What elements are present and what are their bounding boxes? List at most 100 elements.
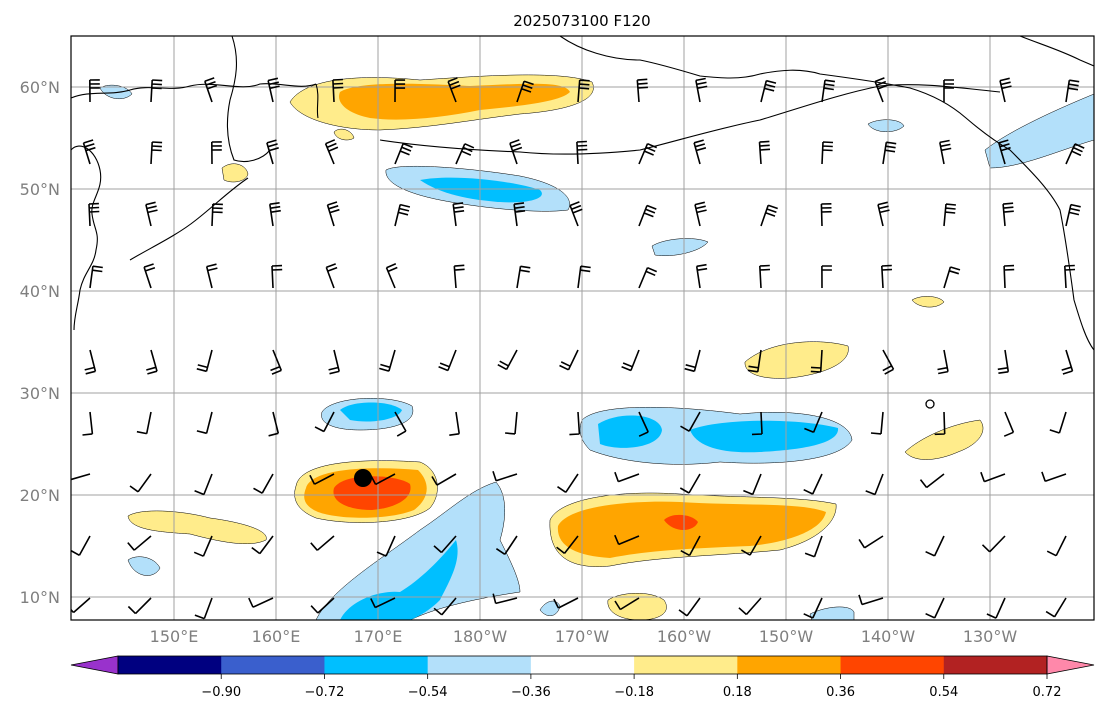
small-circle-marker — [925, 399, 935, 409]
wind-barb — [569, 411, 581, 436]
colorbar-tick-label: 0.54 — [929, 685, 958, 700]
colorbar-tick-label: −0.54 — [408, 685, 448, 700]
lon-label: 160°W — [657, 627, 712, 646]
wind-barb — [743, 473, 762, 496]
wind-barb — [1065, 203, 1081, 227]
negative-anomaly-south-core — [340, 540, 458, 620]
wind-barb — [88, 202, 100, 227]
wind-barb — [810, 349, 823, 373]
wind-barb — [858, 535, 884, 549]
wind-barb — [986, 597, 1006, 619]
wind-barb — [516, 265, 531, 289]
wind-barb — [804, 535, 823, 558]
wind-barb — [394, 411, 407, 437]
wind-barb — [193, 535, 213, 557]
colorbar-segment — [324, 656, 429, 674]
negative-anomaly-28n-west-core — [340, 402, 402, 422]
wind-barb — [127, 535, 152, 551]
wind-barb — [143, 263, 156, 289]
wind-barb — [1046, 535, 1067, 557]
negative-anomaly-bottom-right — [809, 606, 855, 620]
wind-barb — [269, 202, 281, 227]
wind-barb — [194, 597, 213, 620]
wind-barb — [150, 79, 163, 103]
negative-anomaly-25n-east-core — [598, 415, 839, 453]
wind-barb — [559, 349, 579, 371]
anomaly-fills — [99, 74, 1094, 620]
wind-barb — [1064, 264, 1076, 289]
lon-label: 180°W — [453, 627, 508, 646]
wind-barb — [747, 349, 762, 373]
wind-barb — [150, 141, 163, 165]
wind-barb — [1065, 143, 1085, 165]
wind-barb — [553, 597, 579, 609]
wind-barb — [71, 535, 91, 557]
wind-barb — [394, 79, 406, 103]
lon-label: 150°W — [759, 627, 814, 646]
wind-barb — [211, 141, 222, 165]
negative-anomaly-sw — [127, 556, 161, 576]
positive-anomaly-gulf-core — [339, 83, 570, 120]
wind-barb — [497, 349, 518, 371]
wind-barb — [433, 535, 457, 554]
colorbar-segment — [840, 656, 945, 674]
wind-barb — [556, 535, 579, 555]
wind-barb — [934, 411, 946, 436]
wind-barb — [455, 143, 475, 165]
wind-barb — [438, 349, 457, 372]
wind-barb — [1061, 349, 1074, 375]
wind-barb — [638, 204, 657, 227]
wind-barb — [925, 597, 945, 619]
wind-barb — [870, 411, 884, 435]
negative-anomaly-51n-core — [420, 177, 542, 203]
positive-anomaly-20n-west-core — [333, 476, 411, 510]
wind-barb — [314, 411, 335, 433]
wind-barb — [695, 263, 708, 289]
wind-barb — [194, 473, 213, 496]
wind-barb — [678, 597, 701, 617]
wind-barb — [680, 535, 701, 557]
wind-barb — [614, 534, 640, 546]
wind-barb — [919, 473, 945, 489]
wind-barb — [758, 140, 771, 165]
positive-anomaly-bottom — [607, 593, 667, 620]
wind-barb — [882, 141, 897, 165]
wind-barb — [694, 201, 707, 227]
coastline-asia — [71, 36, 317, 331]
wind-barb — [636, 78, 648, 103]
wind-barb — [557, 473, 579, 493]
positive-anomaly-sw — [127, 510, 267, 545]
wind-barb — [925, 535, 945, 557]
wind-barb — [1003, 411, 1015, 437]
wind-barb — [740, 535, 762, 556]
wind-barb — [271, 264, 283, 289]
colorbar-extend-left — [70, 655, 119, 675]
lon-label: 160°E — [252, 627, 301, 646]
wind-barbs — [71, 77, 1085, 620]
wind-barb — [638, 411, 649, 437]
colorbar-segment — [943, 656, 1048, 674]
wind-barb — [71, 597, 91, 614]
wind-barb — [449, 411, 460, 436]
positive-anomaly-small-1 — [333, 128, 355, 141]
wind-barb — [492, 470, 518, 482]
positive-anomaly-38n — [911, 296, 945, 308]
positive-anomaly-kamchatka — [221, 163, 249, 183]
wind-barb — [82, 139, 96, 165]
colorbar-tick-label: −0.90 — [201, 685, 241, 700]
colorbar-tick-label: 0.36 — [826, 685, 855, 700]
wind-barb — [638, 142, 658, 165]
negative-anomaly-bc — [984, 93, 1094, 169]
wind-barb — [82, 411, 94, 436]
wind-barb — [376, 535, 396, 557]
wind-barb — [858, 594, 884, 606]
lat-label: 30°N — [20, 384, 60, 403]
wind-barb — [204, 77, 218, 103]
wind-barb — [394, 203, 411, 227]
colorbar-tick-label: 0.18 — [723, 685, 752, 700]
wind-barb — [943, 79, 954, 102]
wind-barb — [84, 349, 97, 375]
wind-barb — [759, 264, 771, 289]
wind-barb — [310, 597, 335, 614]
wind-barb — [881, 264, 893, 289]
